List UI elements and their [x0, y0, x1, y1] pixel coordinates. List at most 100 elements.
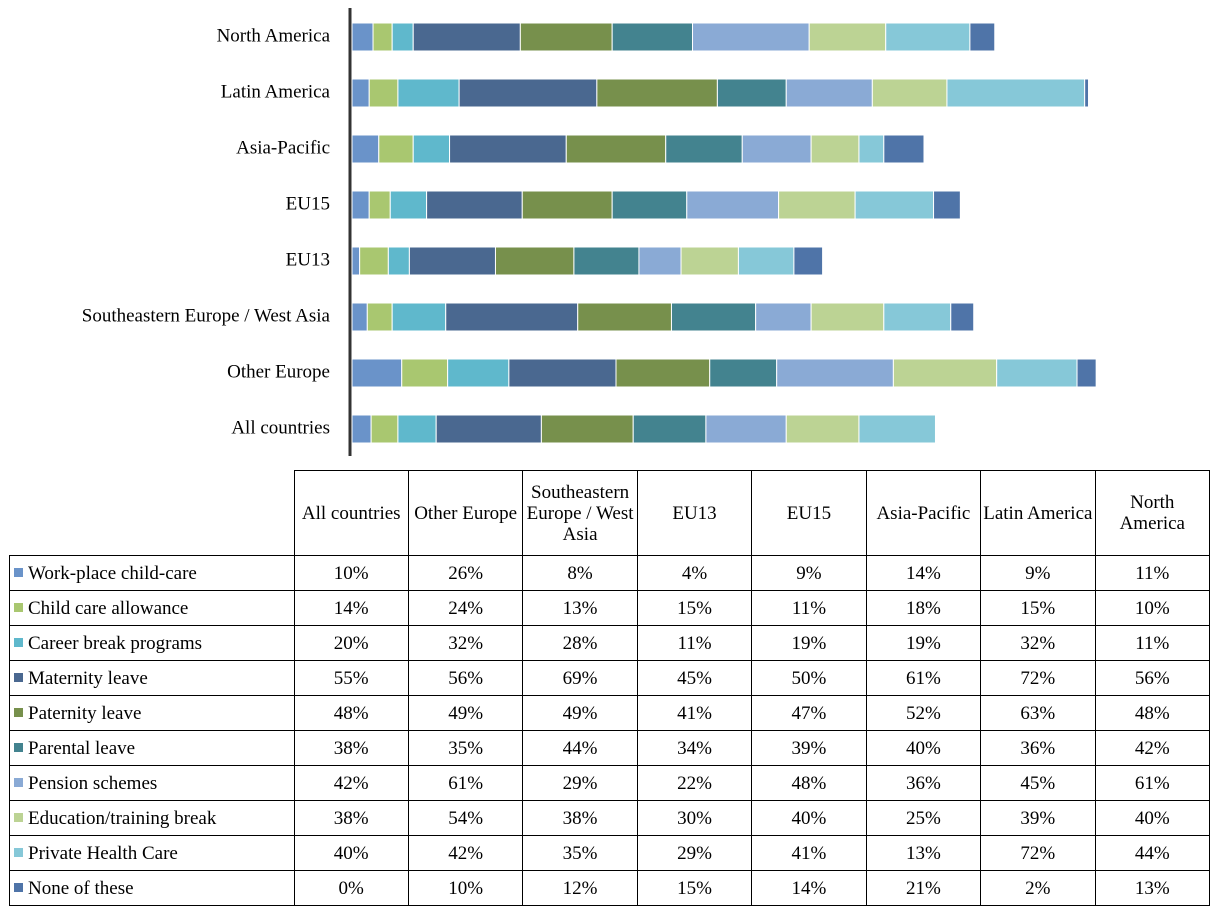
value-cell: 38% — [293, 800, 409, 836]
value-cell: 40% — [293, 835, 409, 871]
value-cell: 11% — [1094, 555, 1210, 591]
bar-segment — [577, 302, 672, 332]
column-header: All countries — [293, 470, 409, 556]
legend-label: Paternity leave — [28, 702, 142, 724]
category-label: EU13 — [286, 249, 330, 270]
bar-segment — [885, 22, 971, 52]
value-cell: 25% — [865, 800, 982, 836]
legend-swatch — [14, 777, 23, 787]
value-cell: 48% — [1094, 695, 1210, 731]
legend-label: Parental leave — [28, 737, 136, 759]
value-cell: 34% — [636, 730, 753, 766]
bar-segment — [412, 134, 451, 164]
value-cell: 36% — [980, 730, 1096, 766]
value-cell: 32% — [407, 625, 524, 661]
bar-segment — [705, 414, 787, 444]
legend-label: Career break programs — [28, 632, 203, 654]
value-cell: 72% — [980, 660, 1096, 696]
value-cell: 63% — [980, 695, 1096, 731]
value-cell: 69% — [522, 660, 638, 696]
series-name-cell: Child care allowance — [9, 590, 295, 626]
category-label: EU15 — [286, 193, 330, 214]
value-cell: 22% — [636, 765, 753, 801]
column-header: Asia-Pacific — [865, 470, 982, 556]
bar-segment — [351, 358, 403, 388]
value-cell: 35% — [522, 835, 638, 871]
value-cell: 55% — [293, 660, 409, 696]
series-name-cell: Paternity leave — [9, 695, 295, 731]
value-cell: 10% — [293, 555, 409, 591]
value-cell: 39% — [980, 800, 1096, 836]
value-cell: 14% — [293, 590, 409, 626]
column-header: North America — [1094, 470, 1210, 556]
bar-segment — [351, 134, 380, 164]
bar-segment — [408, 246, 496, 276]
value-cell: 18% — [865, 590, 982, 626]
value-cell: 2% — [980, 870, 1096, 906]
value-cell: 72% — [980, 835, 1096, 871]
bar-segment — [368, 78, 399, 108]
category-label: Southeastern Europe / West Asia — [82, 305, 331, 326]
category-label: North America — [217, 25, 331, 46]
value-cell: 8% — [522, 555, 638, 591]
bar-segment — [494, 246, 575, 276]
data-row: Parental leave 38% 35% 44% 34% 39% 40% 36% 42% — [9, 730, 1210, 766]
bar-segment — [445, 302, 579, 332]
bar-segment — [351, 22, 374, 52]
bar-segment — [351, 78, 370, 108]
legend-label: Education/training break — [28, 807, 217, 829]
value-cell: 10% — [407, 870, 524, 906]
value-cell: 42% — [407, 835, 524, 871]
value-cell: 29% — [636, 835, 753, 871]
series-name-cell: Private Health Care — [9, 835, 295, 871]
value-cell: 40% — [751, 800, 867, 836]
bar-segment — [854, 190, 935, 220]
bar-segment — [519, 22, 613, 52]
bar-segment — [692, 22, 810, 52]
bar-segment — [426, 190, 523, 220]
value-cell: 45% — [636, 660, 753, 696]
legend-swatch — [14, 637, 23, 647]
legend-swatch — [14, 742, 23, 752]
value-cell: 40% — [1094, 800, 1210, 836]
series-name-cell: Education/training break — [9, 800, 295, 836]
value-cell: 14% — [865, 555, 982, 591]
bar-segment — [573, 246, 640, 276]
value-cell: 20% — [293, 625, 409, 661]
value-cell: 11% — [636, 625, 753, 661]
data-row: Paternity leave 48% 49% 49% 41% 47% 52% 63% 48% — [9, 695, 1210, 731]
series-name-cell: Career break programs — [9, 625, 295, 661]
category-label: Asia-Pacific — [236, 137, 330, 158]
header-row: All countries Other Europe Southeastern Eu… — [9, 470, 1210, 556]
bar-segment — [933, 190, 961, 220]
legend-label: None of these — [28, 877, 134, 899]
bar-segment — [810, 134, 860, 164]
bar-segment — [969, 22, 996, 52]
value-cell: 42% — [293, 765, 409, 801]
bar-segment — [883, 302, 952, 332]
value-cell: 13% — [865, 835, 982, 871]
bar-segment — [709, 358, 778, 388]
bar-segment — [793, 246, 824, 276]
value-cell: 9% — [751, 555, 867, 591]
value-cell: 49% — [522, 695, 638, 731]
legend-label: Maternity leave — [28, 667, 148, 689]
bar-segment — [401, 358, 449, 388]
value-cell: 13% — [1094, 870, 1210, 906]
bar-segment — [378, 134, 414, 164]
bar-segment — [778, 190, 856, 220]
value-cell: 50% — [751, 660, 867, 696]
value-cell: 0% — [293, 870, 409, 906]
data-row: Pension schemes 42% 61% 29% 22% 48% 36% 45% 61% — [9, 765, 1210, 801]
value-cell: 24% — [407, 590, 524, 626]
value-cell: 38% — [522, 800, 638, 836]
bar-segment — [351, 302, 368, 332]
bar-segment — [670, 302, 757, 332]
data-row: Education/training break 38% 54% 38% 30% 40% 2… — [9, 800, 1210, 836]
value-cell: 15% — [980, 590, 1096, 626]
bar-segment — [565, 134, 667, 164]
bar-segment — [716, 78, 787, 108]
value-cell: 29% — [522, 765, 638, 801]
column-header: Latin America — [980, 470, 1096, 556]
legend-swatch — [14, 602, 23, 612]
